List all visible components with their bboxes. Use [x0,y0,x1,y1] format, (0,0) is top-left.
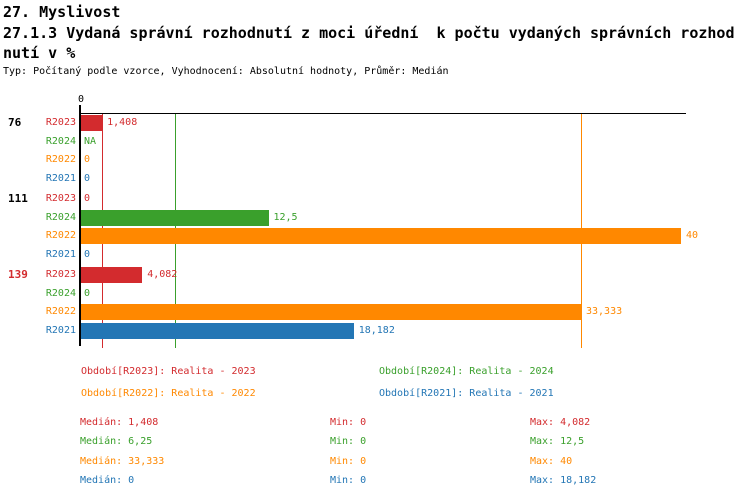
bar-value-label: 18,182 [358,324,395,336]
bar-value-label: 33,333 [585,306,623,317]
bar-r2024 [81,209,269,226]
group-id-label: 76 [8,116,22,129]
series-row-label: R2023 [45,269,76,280]
stat-min-r2023: Min: 0 [330,417,367,428]
legend-item-r2024: Období[R2024]: Realita - 2024 [379,366,554,377]
bar-value-label: 40 [686,230,699,241]
bar-value-label: 0 [84,287,91,299]
legend-item-r2023: Období[R2023]: Realita - 2023 [81,366,256,377]
bar-value-label: 0 [84,248,91,260]
bar-value-label: 1,408 [107,117,138,128]
stat-max-r2022: Max: 40 [530,456,573,467]
stat-min-r2024: Min: 0 [330,436,367,447]
bar-value-label: 12,5 [273,211,298,223]
stat-median-r2023: Medián: 1,408 [80,417,159,428]
bar-value-label: 4,082 [147,269,178,280]
stat-max-r2024: Max: 12,5 [530,436,585,447]
stat-min-r2022: Min: 0 [330,456,367,467]
bar-r2023 [81,267,143,283]
series-row-label: R2024 [45,135,76,147]
series-row-label: R2022 [45,306,76,317]
series-row-label: R2022 [45,230,76,241]
indicator-meta: Typ: Počítaný podle vzorce, Vyhodnocení:… [3,66,449,77]
x-axis-zero-tick-label: 0 [77,94,85,105]
stat-median-r2022: Medián: 33,333 [80,456,165,467]
indicator-title-line-2: nutí v % [3,44,76,62]
bar-r2023 [81,115,103,131]
series-row-label: R2024 [45,211,76,223]
series-row-label: R2024 [45,287,76,299]
legend-item-r2021: Období[R2021]: Realita - 2021 [379,388,554,399]
bar-value-label: 0 [84,193,91,204]
series-row-label: R2023 [45,117,76,128]
bar-value-label: 0 [84,154,91,165]
bar-value-label: 0 [84,172,91,184]
bar-r2022 [81,304,581,320]
series-row-label: R2021 [45,172,76,184]
series-row-label: R2023 [45,193,76,204]
legend-item-r2022: Období[R2022]: Realita - 2022 [81,388,256,399]
indicator-title-line-1: 27.1.3 Vydaná správní rozhodnutí z moci … [3,24,735,42]
series-row-label: R2021 [45,248,76,260]
bar-r2021 [81,322,354,339]
stat-max-r2023: Max: 4,082 [530,417,591,428]
bar-value-label: NA [84,135,97,147]
stat-median-r2021: Medián: 0 [80,475,135,486]
series-row-label: R2021 [45,324,76,336]
x-axis-top-line [81,113,686,114]
series-row-label: R2022 [45,154,76,165]
bar-r2022 [81,228,681,244]
group-id-label: 111 [8,192,28,205]
chapter-title: 27. Myslivost [3,3,121,21]
group-id-label: 139 [8,268,28,281]
stat-min-r2021: Min: 0 [330,475,367,486]
stat-median-r2024: Medián: 6,25 [80,436,153,447]
y-axis-line [79,105,81,346]
stat-max-r2021: Max: 18,182 [530,475,597,486]
